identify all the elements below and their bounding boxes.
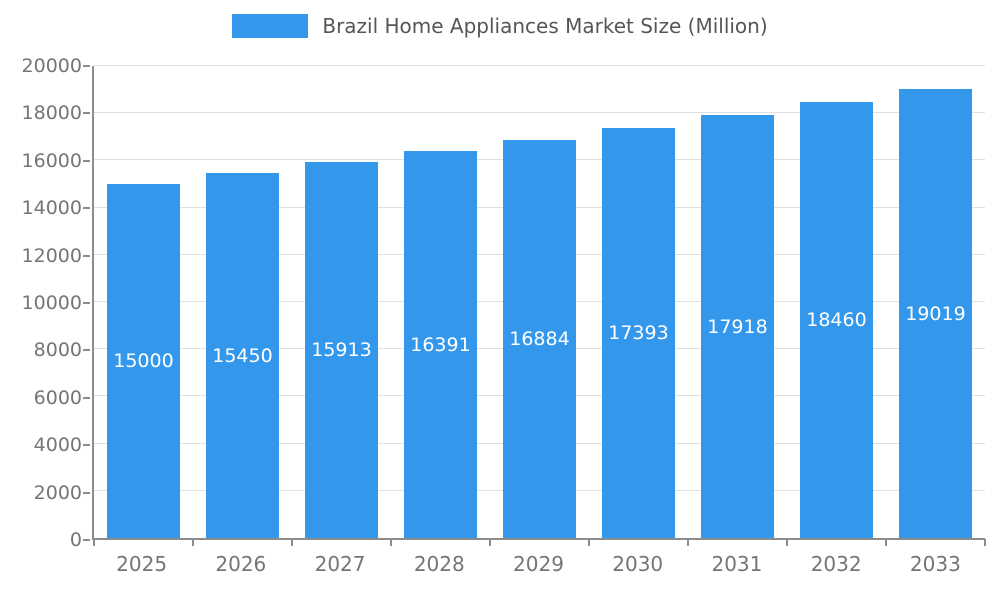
- x-tick-label: 2029: [513, 552, 564, 576]
- y-tick-mark: [83, 444, 90, 447]
- x-tick-mark: [489, 539, 491, 546]
- y-tick-mark: [83, 491, 90, 494]
- bar-slot: 16391: [391, 66, 490, 538]
- bar-2026: 15450: [206, 173, 279, 538]
- y-tick-mark: [83, 302, 90, 304]
- bar-value-label: 16391: [410, 333, 471, 356]
- bar-2029: 16884: [503, 139, 576, 538]
- legend: Brazil Home Appliances Market Size (Mill…: [0, 14, 1000, 38]
- y-tick-mark: [83, 207, 90, 210]
- bar-2027: 15913: [305, 162, 378, 538]
- x-tick-label: 2031: [711, 552, 763, 576]
- x-tick-mark: [389, 539, 392, 546]
- bar-2028: 16391: [404, 151, 477, 538]
- x-tick-label: 2032: [810, 552, 862, 576]
- y-tick-label: 2000: [33, 481, 82, 504]
- y-tick-mark: [83, 65, 90, 67]
- gridline: [94, 65, 985, 66]
- y-tick-label: 6000: [33, 386, 82, 409]
- bar-2031: 17918: [701, 115, 774, 538]
- y-tick-label: 12000: [21, 244, 82, 267]
- bar-2033: 19019: [899, 89, 972, 538]
- y-tick-label: 14000: [21, 197, 82, 220]
- bar-slot: 15450: [193, 66, 292, 538]
- y-tick-mark: [83, 112, 90, 115]
- bar-value-label: 18460: [806, 309, 867, 332]
- x-tick-mark: [786, 539, 788, 546]
- bar-value-label: 15450: [212, 344, 273, 367]
- x-tick-label: 2030: [612, 552, 664, 576]
- y-tick-label: 18000: [21, 102, 82, 125]
- y-tick-mark: [83, 159, 90, 162]
- bar-2030: 17393: [602, 127, 675, 538]
- x-tick-mark: [93, 539, 95, 546]
- bar-value-label: 15913: [311, 339, 372, 362]
- y-tick-label: 16000: [21, 149, 82, 172]
- y-tick-label: 8000: [33, 339, 82, 362]
- x-tick-label: 2028: [413, 552, 465, 576]
- gridline: [94, 112, 985, 114]
- bar-slot: 15000: [94, 66, 193, 538]
- x-tick-label: 2026: [215, 552, 267, 576]
- x-tick-label: 2033: [909, 552, 961, 576]
- x-tick-mark: [588, 539, 590, 546]
- x-tick-label: 2027: [314, 552, 366, 576]
- y-tick-mark: [83, 349, 90, 352]
- bar-value-label: 17393: [608, 321, 669, 344]
- bar-value-label: 17918: [707, 315, 768, 338]
- chart-title: Brazil Home Appliances Market Size (Mill…: [322, 14, 768, 38]
- bar-value-label: 19019: [905, 302, 966, 325]
- bar-slot: 16884: [490, 66, 589, 538]
- bar-slot: 18460: [787, 66, 886, 538]
- y-tick-label: 10000: [21, 292, 82, 314]
- x-tick-mark: [984, 539, 986, 546]
- x-tick-label: 2025: [116, 552, 168, 576]
- x-tick-mark: [686, 539, 689, 546]
- plot-area: 15000 15450 15913 16391 16884 17393 17918 18460…: [92, 65, 986, 546]
- y-tick-mark: [83, 396, 90, 399]
- y-tick-label: 20000: [21, 55, 82, 77]
- bar-slot: 17918: [688, 66, 787, 538]
- bars-container: 15000 15450 15913 16391 16884 17393 17918 18460…: [94, 66, 985, 538]
- x-tick-mark: [192, 539, 194, 546]
- bar-slot: 19019: [886, 66, 985, 538]
- y-tick-mark: [83, 539, 90, 541]
- y-tick-label: 0: [69, 529, 82, 551]
- bar-value-label: 15000: [113, 350, 174, 372]
- y-tick-label: 4000: [33, 434, 82, 457]
- bar-slot: 15913: [292, 66, 391, 538]
- legend-swatch: [232, 14, 309, 38]
- y-tick-mark: [83, 254, 90, 257]
- x-tick-mark: [291, 539, 293, 546]
- x-axis: 2025 2026 2027 2028 2029 2030 2031 2032 2033: [92, 552, 985, 576]
- bar-value-label: 16884: [509, 327, 570, 350]
- bar-2032: 18460: [800, 102, 873, 538]
- x-tick-mark: [885, 539, 887, 546]
- bar-2025: 15000: [107, 184, 180, 538]
- bar-slot: 17393: [589, 66, 688, 538]
- y-axis: 0 2000 4000 6000 8000 10000 12000 14000 16000 180…: [0, 55, 90, 551]
